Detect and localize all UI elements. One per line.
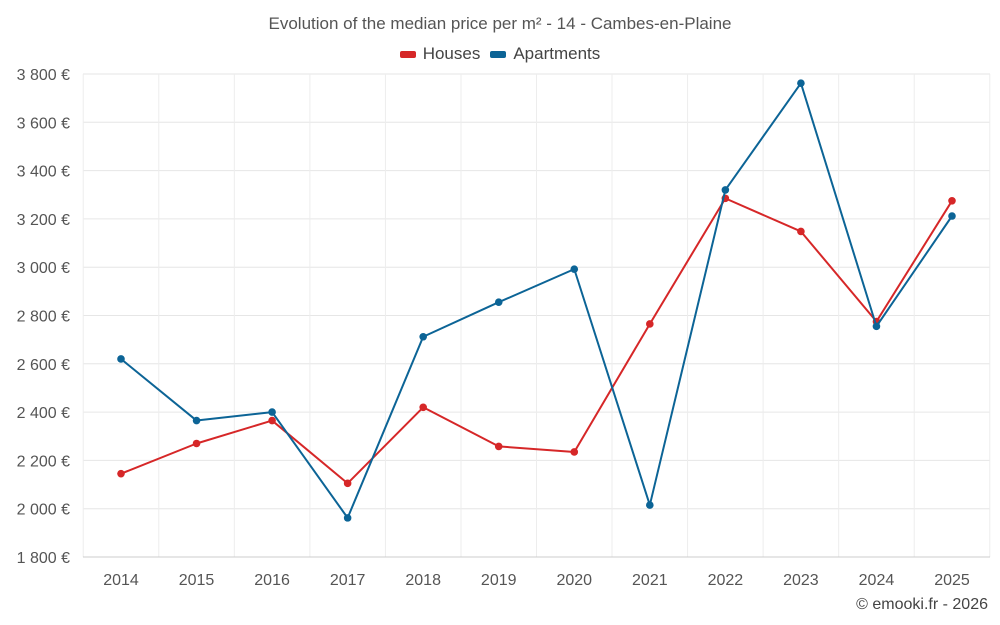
x-tick-label: 2023 bbox=[783, 572, 819, 589]
legend: Houses Apartments bbox=[0, 44, 1000, 64]
legend-label-houses: Houses bbox=[422, 44, 481, 63]
y-tick-label: 3 200 € bbox=[17, 212, 70, 229]
x-tick-label: 2017 bbox=[330, 572, 366, 589]
y-tick-label: 1 800 € bbox=[17, 550, 70, 567]
y-tick-label: 2 000 € bbox=[17, 502, 70, 519]
y-tick-label: 2 200 € bbox=[17, 453, 70, 470]
y-tick-label: 3 400 € bbox=[17, 164, 70, 181]
series-line-apartments bbox=[120, 82, 953, 519]
data-point-houses bbox=[646, 320, 654, 328]
data-point-houses bbox=[419, 403, 427, 412]
data-point-houses bbox=[797, 227, 805, 236]
data-point-houses bbox=[343, 479, 352, 488]
y-tick-label: 3 000 € bbox=[17, 260, 70, 277]
x-tick-label: 2016 bbox=[254, 572, 290, 589]
x-tick-label: 2014 bbox=[103, 572, 139, 589]
data-point-houses bbox=[948, 196, 956, 205]
y-tick-label: 3 800 € bbox=[17, 67, 70, 84]
data-point-houses bbox=[494, 442, 503, 451]
legend-swatch-apartments bbox=[490, 50, 507, 58]
series-line-houses bbox=[120, 197, 953, 485]
data-point-apartments bbox=[948, 212, 956, 220]
data-point-houses bbox=[192, 439, 201, 448]
legend-swatch-houses bbox=[399, 50, 416, 58]
data-point-houses bbox=[570, 448, 579, 456]
x-tick-label: 2019 bbox=[481, 572, 517, 589]
legend-item-apartments[interactable]: Apartments bbox=[490, 44, 600, 64]
y-tick-label: 2 400 € bbox=[17, 405, 70, 422]
x-tick-label: 2020 bbox=[556, 572, 592, 589]
data-point-apartments bbox=[117, 355, 125, 363]
x-tick-label: 2018 bbox=[405, 572, 441, 589]
data-point-apartments bbox=[570, 265, 579, 273]
data-point-apartments bbox=[419, 332, 427, 341]
x-tick-label: 2024 bbox=[859, 572, 895, 589]
y-tick-label: 2 800 € bbox=[17, 309, 70, 326]
x-tick-label: 2022 bbox=[708, 572, 744, 589]
x-tick-label: 2021 bbox=[632, 572, 668, 589]
data-point-apartments bbox=[797, 79, 805, 87]
x-tick-label: 2015 bbox=[179, 572, 215, 589]
data-point-apartments bbox=[646, 501, 654, 509]
data-point-apartments bbox=[872, 322, 881, 331]
data-point-apartments bbox=[192, 416, 201, 425]
chart-title: Evolution of the median price per m² - 1… bbox=[268, 14, 732, 33]
data-point-apartments bbox=[343, 514, 352, 522]
legend-label-apartments: Apartments bbox=[513, 44, 601, 63]
data-point-houses bbox=[117, 469, 125, 478]
credit-text: © emooki.fr - 2026 bbox=[856, 596, 988, 613]
data-point-apartments bbox=[721, 186, 730, 194]
y-tick-label: 3 600 € bbox=[17, 115, 70, 132]
legend-item-houses[interactable]: Houses bbox=[399, 44, 481, 64]
data-point-apartments bbox=[494, 298, 503, 307]
data-point-houses bbox=[268, 416, 276, 425]
y-tick-label: 2 600 € bbox=[17, 357, 70, 374]
data-point-apartments bbox=[268, 408, 276, 416]
x-tick-label: 2025 bbox=[934, 572, 970, 589]
